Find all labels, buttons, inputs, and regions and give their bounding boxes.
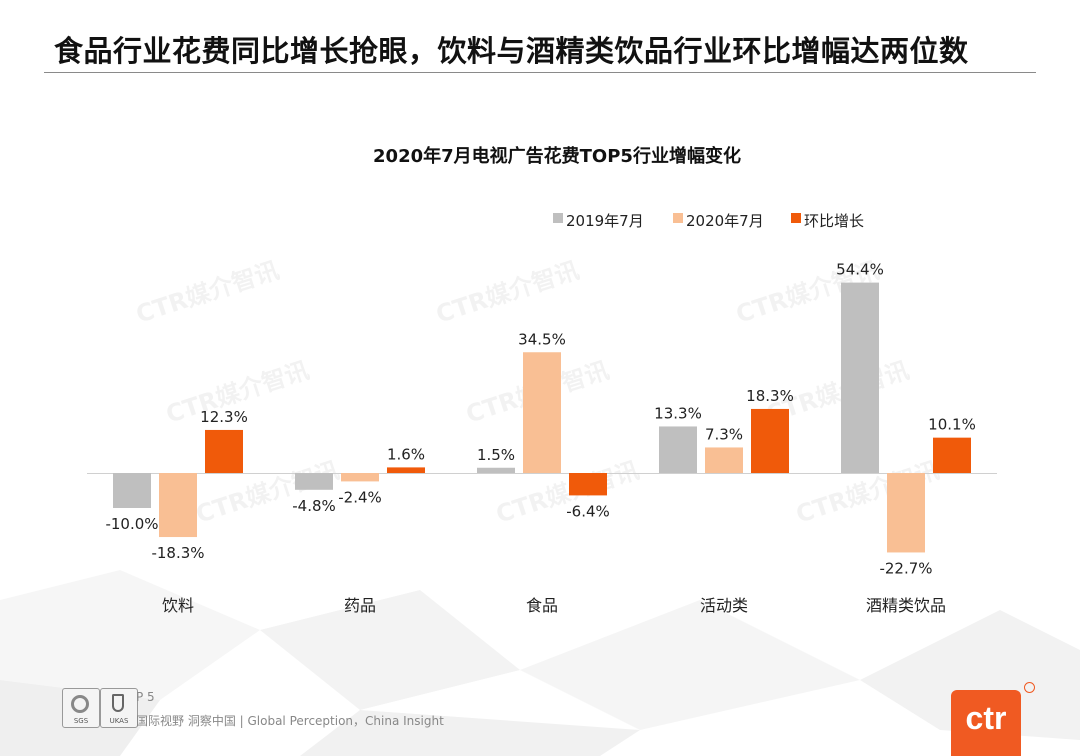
data-label: 54.4% — [836, 261, 884, 279]
value-labels-layer: -10.0% -18.3% 12.3% -4.8% -2.4% 1.6% 1.5% 34.5%… — [105, 261, 975, 578]
ctr-logo-text: ctr — [965, 700, 1007, 736]
category-label: 食品 — [526, 596, 558, 615]
legend-label: 2020年7月 — [686, 212, 764, 230]
registered-mark-icon — [1024, 682, 1035, 693]
footer-tagline: 国际视野 洞察中国 | Global Perception，China Insi… — [136, 714, 444, 728]
legend-swatch — [553, 213, 563, 223]
bar — [523, 352, 561, 473]
data-label: 10.1% — [928, 416, 976, 434]
data-label: 1.5% — [477, 446, 515, 464]
bar — [933, 437, 971, 473]
bar — [477, 467, 515, 473]
background-polygons — [0, 570, 1080, 756]
bar — [887, 473, 925, 553]
legend-swatch — [673, 213, 683, 223]
chart-title: 2020年7月电视广告花费TOP5行业增幅变化 — [373, 145, 741, 167]
category-label: 饮料 — [162, 596, 194, 615]
bar — [841, 282, 879, 473]
headline-divider — [44, 72, 1036, 73]
data-label: -10.0% — [105, 515, 158, 533]
data-label: -18.3% — [151, 544, 204, 562]
legend-label: 2019年7月 — [566, 212, 644, 230]
data-label: -2.4% — [338, 488, 382, 506]
bar — [341, 473, 379, 482]
category-label: 酒精类饮品 — [866, 596, 946, 615]
category-label: 药品 — [344, 596, 376, 615]
sgs-cert-label: SGS — [73, 717, 89, 725]
bar — [751, 408, 789, 473]
bar — [659, 426, 697, 473]
chart-legend: 2019年7月 2020年7月 环比增长 — [553, 212, 864, 230]
watermark-text: CTR媒介智讯 — [133, 256, 283, 329]
data-label: -22.7% — [879, 559, 932, 577]
ukas-cert-label: UKAS — [109, 717, 129, 725]
ctr-logo: ctr — [951, 690, 1021, 756]
bars-layer — [113, 282, 971, 553]
bar — [387, 467, 425, 473]
bar — [113, 473, 151, 508]
data-label: 34.5% — [518, 330, 566, 348]
bar — [295, 473, 333, 490]
page-headline: 食品行业花费同比增长抢眼，饮料与酒精类饮品行业环比增幅达两位数 — [54, 34, 969, 68]
bar — [569, 473, 607, 496]
legend-label: 环比增长 — [804, 212, 864, 230]
bar — [705, 447, 743, 473]
data-label: 1.6% — [387, 445, 425, 463]
data-label: 12.3% — [200, 408, 248, 426]
data-label: -4.8% — [292, 497, 336, 515]
category-label: 活动类 — [700, 596, 748, 615]
bar — [159, 473, 197, 538]
ukas-cert-badge: UKAS — [100, 688, 138, 728]
data-label: 13.3% — [654, 404, 702, 422]
category-labels-layer: 饮料 药品 食品 活动类 酒精类饮品 — [162, 596, 946, 615]
data-label: 7.3% — [705, 425, 743, 443]
sgs-cert-badge: SGS — [62, 688, 100, 728]
data-label: 18.3% — [746, 387, 794, 405]
data-label: -6.4% — [566, 502, 610, 520]
bar — [205, 429, 243, 473]
watermark-text: CTR媒介智讯 — [433, 256, 583, 329]
legend-swatch — [791, 213, 801, 223]
page-number: P 5 — [136, 690, 155, 704]
